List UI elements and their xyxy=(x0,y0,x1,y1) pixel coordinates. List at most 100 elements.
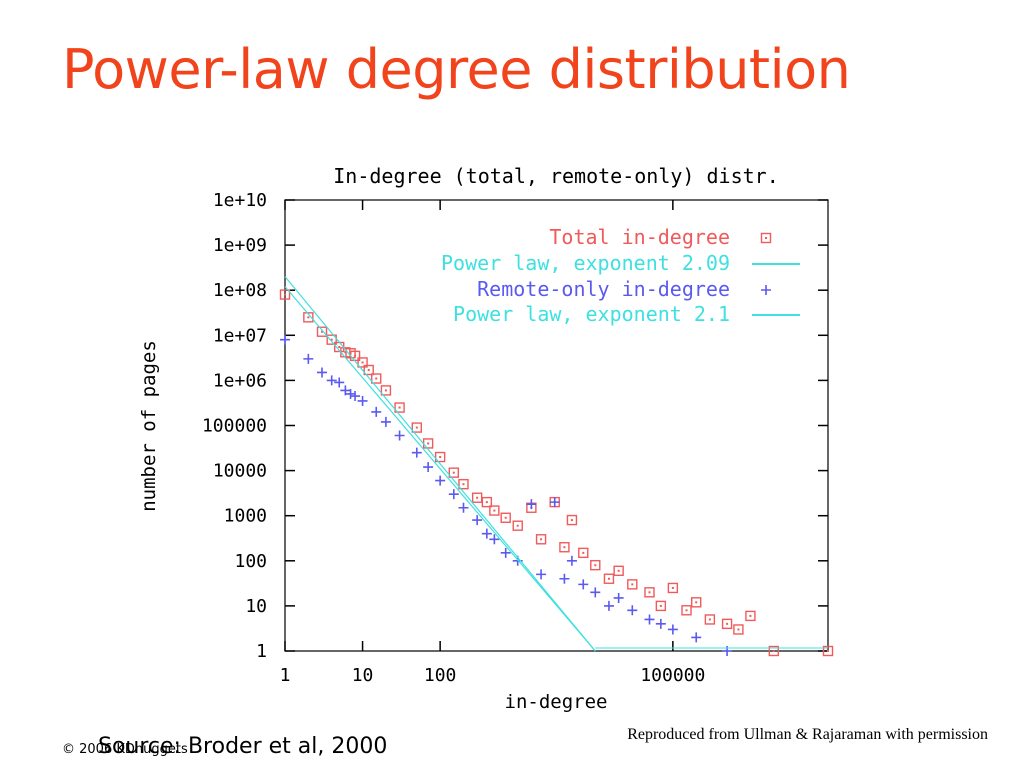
total-point xyxy=(559,542,570,553)
total-point-dot xyxy=(367,369,370,372)
remote-point xyxy=(500,547,511,558)
y-tick-label: 10000 xyxy=(213,461,267,482)
total-point-dot xyxy=(485,501,488,504)
remote-point xyxy=(350,391,361,402)
remote-point xyxy=(357,395,368,406)
plot-area xyxy=(279,276,834,657)
total-point xyxy=(279,289,291,300)
x-axis-label: in-degree xyxy=(505,691,608,713)
y-tick-label: 1e+07 xyxy=(213,325,267,346)
total-point-dot xyxy=(540,538,543,541)
total-point-dot xyxy=(452,471,455,474)
remote-point xyxy=(536,569,547,580)
total-point xyxy=(578,547,589,559)
total-point xyxy=(691,597,702,608)
total-point-dot xyxy=(338,346,341,349)
total-point-dot xyxy=(321,330,324,333)
total-point xyxy=(644,587,655,598)
remote-point xyxy=(380,416,391,427)
total-point-dot xyxy=(375,377,378,380)
total-point-dot xyxy=(354,354,357,357)
total-point-dot xyxy=(737,628,740,631)
y-tick-label: 10 xyxy=(245,596,267,617)
remote-point xyxy=(448,489,459,500)
total-point-dot xyxy=(516,524,519,527)
remote-point xyxy=(280,334,290,345)
total-point xyxy=(603,573,615,584)
total-point xyxy=(363,364,374,376)
slide-title: Power-law degree distribution xyxy=(62,38,851,101)
total-point-dot xyxy=(631,583,634,586)
total-point xyxy=(316,326,328,337)
remote-point xyxy=(549,497,560,508)
remote-point xyxy=(317,367,328,378)
total-point xyxy=(655,600,667,612)
y-tick-label: 1e+06 xyxy=(213,370,267,391)
total-point-dot xyxy=(439,456,442,459)
remote-point xyxy=(458,502,469,513)
legend-square-swatch-dot xyxy=(765,237,767,239)
remote-point xyxy=(371,406,382,417)
total-point-dot xyxy=(361,361,364,364)
total-point xyxy=(394,402,405,413)
power-law-fit-line xyxy=(284,286,596,652)
total-point-dot xyxy=(749,614,752,617)
total-point xyxy=(481,496,493,508)
total-point xyxy=(535,534,547,545)
y-axis-label: number of pages xyxy=(138,340,160,512)
remote-point xyxy=(578,579,589,590)
remote-point xyxy=(566,555,577,566)
remote-point xyxy=(489,534,500,545)
x-axis-ticks: 1 10 100 100000 xyxy=(280,200,705,686)
total-point xyxy=(489,505,500,516)
legend-label: Total in-degree xyxy=(549,225,730,249)
total-point xyxy=(733,624,744,635)
remote-point xyxy=(559,573,570,584)
total-point-dot xyxy=(671,586,674,589)
total-point-dot xyxy=(493,509,496,512)
total-point-dot xyxy=(427,442,430,445)
total-point xyxy=(566,514,578,526)
total-point-dot xyxy=(415,426,418,429)
total-point xyxy=(512,520,523,531)
remote-point xyxy=(627,605,638,616)
legend-plus-swatch xyxy=(761,285,771,295)
total-point-dot xyxy=(582,551,585,554)
total-point-dot xyxy=(726,622,729,625)
remote-point xyxy=(472,515,483,526)
remote-point xyxy=(435,475,446,486)
remote-point xyxy=(394,430,405,441)
total-point-dot xyxy=(384,389,387,392)
legend-square-swatch xyxy=(760,232,772,244)
remote-point xyxy=(526,499,537,510)
total-point-dot xyxy=(330,338,333,341)
remote-point xyxy=(590,587,601,598)
remote-point xyxy=(345,388,356,399)
remote-point xyxy=(667,624,678,635)
total-point-dot xyxy=(504,516,507,519)
total-point xyxy=(371,373,382,384)
legend-label: Remote-only in-degree xyxy=(477,277,730,301)
y-tick-label: 1e+10 xyxy=(213,190,267,211)
remote-point xyxy=(691,632,702,643)
legend-label: Power law, exponent 2.1 xyxy=(453,302,730,326)
remote-point xyxy=(411,447,422,458)
total-point-dot xyxy=(398,406,401,409)
total-point xyxy=(768,645,779,657)
remote-in-degree-series xyxy=(280,334,733,656)
total-point xyxy=(303,312,314,323)
y-tick-label: 100000 xyxy=(202,416,267,437)
y-tick-label: 1e+08 xyxy=(213,280,267,301)
total-point-dot xyxy=(695,601,698,604)
source-citation: Source: Broder et al, 2000 xyxy=(98,734,388,759)
remote-point xyxy=(340,385,351,396)
reproduction-note: Reproduced from Ullman & Rajaraman with … xyxy=(627,726,988,743)
y-tick-label: 100 xyxy=(234,551,267,572)
total-point xyxy=(613,565,624,577)
total-point xyxy=(434,451,446,463)
total-point xyxy=(380,385,392,396)
total-point xyxy=(627,579,638,590)
power-law-fit-line xyxy=(284,276,596,652)
total-point xyxy=(411,422,422,433)
